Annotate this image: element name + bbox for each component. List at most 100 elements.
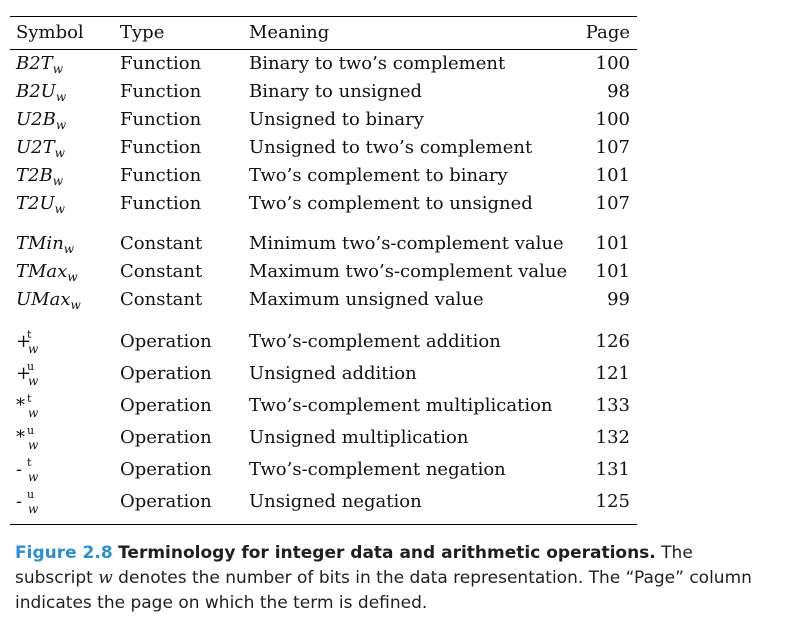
- symbol-base: U2B: [16, 109, 56, 130]
- symbol-name: U2Bw: [16, 109, 67, 132]
- symbol-cell: B2Uw: [16, 78, 66, 111]
- symbol-cell: U2Tw: [16, 134, 65, 167]
- symbol-cell: U2Bw: [16, 106, 66, 139]
- caption-text-1: The subscript: [15, 543, 693, 588]
- bottom-rule: [10, 524, 637, 525]
- type-cell: Function: [120, 53, 202, 74]
- page-cell: 126: [595, 331, 630, 352]
- table-row: B2Uw Function Binary to unsigned 98: [10, 78, 637, 106]
- symbol-name: T2Uw: [16, 193, 65, 216]
- type-cell: Function: [120, 193, 202, 214]
- meaning-cell: Unsigned addition: [249, 363, 417, 384]
- type-cell: Operation: [120, 363, 212, 384]
- symbol-superscript: t: [27, 328, 32, 341]
- symbol-superscript: u: [27, 360, 35, 373]
- table-row: T2Uw Function Two’s complement to unsigned…: [10, 190, 637, 218]
- page-cell: 101: [595, 165, 630, 186]
- type-cell: Operation: [120, 395, 212, 416]
- meaning-cell: Minimum two’s-complement value: [249, 233, 564, 254]
- page-cell: 125: [595, 491, 630, 512]
- symbol-base: *: [16, 395, 25, 416]
- symbol-base: TMax: [16, 261, 68, 282]
- type-cell: Operation: [120, 491, 212, 512]
- symbol-cell: T2Uw: [16, 190, 65, 223]
- symbol-name: T2Bw: [16, 165, 63, 188]
- symbol-subscript: w: [55, 118, 67, 132]
- symbol-superscript: u: [27, 424, 35, 437]
- symbol-cell: B2Tw: [16, 50, 63, 83]
- symbol-base: -: [16, 459, 23, 480]
- symbol-superscript: t: [27, 392, 32, 405]
- symbol-base: +: [16, 331, 32, 352]
- operations-group: + t w Operation Two’s-complement addition 126…: [10, 326, 637, 518]
- symbol-name: B2Tw: [16, 53, 63, 76]
- symbol-cell: TMinw: [16, 230, 74, 263]
- symbol-superscript: t: [27, 456, 32, 469]
- header-page: Page: [585, 22, 630, 43]
- header-rule: [10, 49, 637, 50]
- meaning-cell: Two’s-complement addition: [249, 331, 501, 352]
- meaning-cell: Two’s complement to binary: [249, 165, 508, 186]
- symbol-base: U2T: [16, 137, 55, 158]
- functions-group: B2Tw Function Binary to two’s complement 10…: [10, 50, 637, 218]
- page-cell: 132: [595, 427, 630, 448]
- table-row: U2Tw Function Unsigned to two’s complement…: [10, 134, 637, 162]
- meaning-cell: Two’s-complement negation: [249, 459, 506, 480]
- page-cell: 107: [595, 193, 630, 214]
- table-row: + u w Operation Unsigned addition 121: [10, 358, 637, 390]
- symbol-subscript: w: [70, 298, 81, 312]
- type-cell: Function: [120, 165, 202, 186]
- symbol-name: TMaxw: [16, 261, 78, 284]
- table-row: T2Bw Function Two’s complement to binary 10…: [10, 162, 637, 190]
- symbol-subscript: w: [52, 174, 63, 188]
- table-row: - u w Operation Unsigned negation 125: [10, 486, 637, 518]
- table-header: Symbol Type Meaning Page: [10, 17, 637, 49]
- caption-w: w: [98, 568, 113, 588]
- symbol-base: *: [16, 427, 25, 448]
- type-cell: Function: [120, 109, 202, 130]
- table-row: TMinw Constant Minimum two’s-complement va…: [10, 230, 637, 258]
- meaning-cell: Unsigned multiplication: [249, 427, 469, 448]
- symbol-subscript: w: [28, 502, 39, 516]
- type-cell: Constant: [120, 289, 203, 310]
- figure-number: Figure 2.8: [15, 543, 113, 563]
- type-cell: Function: [120, 81, 202, 102]
- figure-caption: Figure 2.8 Terminology for integer data …: [15, 541, 775, 616]
- page-cell: 101: [595, 233, 630, 254]
- symbol-name: UMaxw: [16, 289, 81, 312]
- symbol-subscript: w: [28, 406, 39, 420]
- table-row: U2Bw Function Unsigned to binary 100: [10, 106, 637, 134]
- page-cell: 101: [595, 261, 630, 282]
- table-row: * u w Operation Unsigned multiplication 132: [10, 422, 637, 454]
- type-cell: Operation: [120, 459, 212, 480]
- symbol-name: U2Tw: [16, 137, 65, 160]
- symbol-subscript: w: [28, 374, 39, 388]
- header-meaning: Meaning: [249, 22, 330, 43]
- table-row: - t w Operation Two’s-complement negation 131: [10, 454, 637, 486]
- constants-group: TMinw Constant Minimum two’s-complement va…: [10, 230, 637, 314]
- symbol-base: T2U: [16, 193, 55, 214]
- meaning-cell: Maximum unsigned value: [249, 289, 484, 310]
- type-cell: Operation: [120, 427, 212, 448]
- symbol-subscript: w: [28, 470, 39, 484]
- figure-title: Terminology for integer data and arithme…: [118, 543, 656, 563]
- meaning-cell: Binary to two’s complement: [249, 53, 506, 74]
- symbol-name: TMinw: [16, 233, 75, 256]
- type-cell: Constant: [120, 261, 203, 282]
- table-row: * t w Operation Two’s-complement multiplicat…: [10, 390, 637, 422]
- symbol-cell: T2Bw: [16, 162, 63, 195]
- type-cell: Operation: [120, 331, 212, 352]
- symbol-base: B2T: [16, 53, 53, 74]
- meaning-cell: Binary to unsigned: [249, 81, 423, 102]
- page-cell: 99: [607, 289, 630, 310]
- symbol-base: -: [16, 491, 23, 512]
- table-row: B2Tw Function Binary to two’s complement 10…: [10, 50, 637, 78]
- page-cell: 121: [595, 363, 630, 384]
- symbol-subscript: w: [28, 342, 39, 356]
- symbol-name: B2Uw: [16, 81, 66, 104]
- meaning-cell: Maximum two’s-complement value: [249, 261, 568, 282]
- meaning-cell: Unsigned to binary: [249, 109, 424, 130]
- meaning-cell: Unsigned to two’s complement: [249, 137, 533, 158]
- table-row: UMaxw Constant Maximum unsigned value 99: [10, 286, 637, 314]
- symbol-subscript: w: [63, 242, 75, 256]
